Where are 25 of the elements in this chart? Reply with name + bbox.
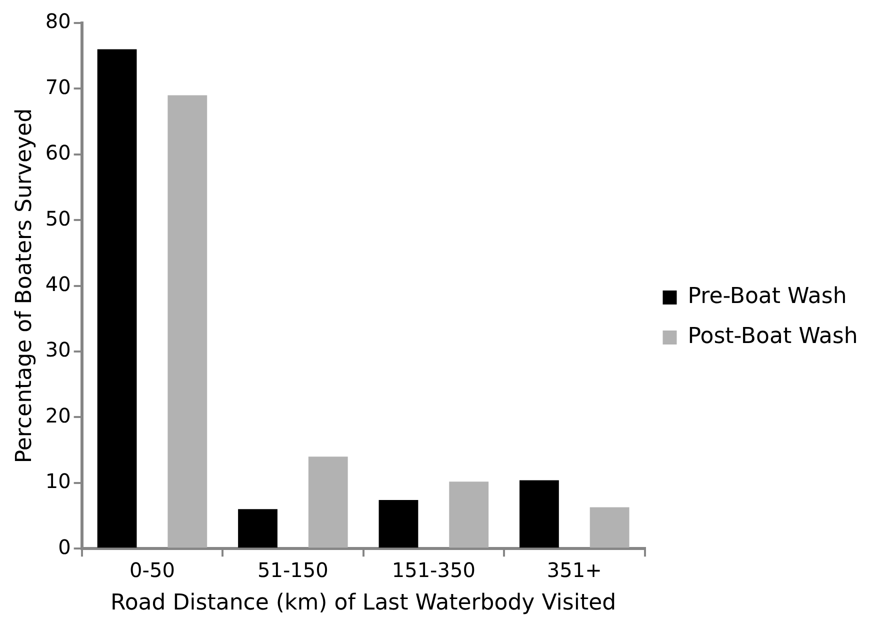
x-tick-label: 351+ — [546, 558, 602, 582]
y-tick-label: 40 — [45, 272, 71, 296]
y-tick-label: 60 — [45, 140, 71, 165]
x-axis-title: Road Distance (km) of Last Waterbody Visited — [110, 590, 616, 616]
legend-label: Post-Boat Wash — [688, 324, 858, 350]
y-tick-label: 0 — [58, 534, 71, 559]
bar — [238, 509, 278, 548]
bar — [378, 500, 418, 548]
y-axis-title: Percentage of Boaters Surveyed — [12, 108, 37, 464]
y-tick-label: 30 — [45, 338, 71, 362]
bar — [520, 480, 559, 548]
y-tick-label: 10 — [45, 469, 71, 494]
bar — [97, 49, 137, 548]
x-tick-label: 51-150 — [258, 558, 328, 582]
x-tick-label: 151-350 — [392, 558, 476, 582]
y-tick-label: 20 — [45, 403, 71, 428]
bar — [168, 95, 208, 548]
y-tick-label: 80 — [45, 9, 71, 34]
bar — [308, 456, 348, 548]
x-tick-label: 0-50 — [130, 558, 175, 582]
legend-label: Pre-Boat Wash — [688, 284, 847, 310]
bar — [449, 482, 489, 548]
y-tick-label: 70 — [45, 74, 71, 99]
y-tick-label: 50 — [45, 206, 71, 230]
bar — [590, 507, 630, 548]
